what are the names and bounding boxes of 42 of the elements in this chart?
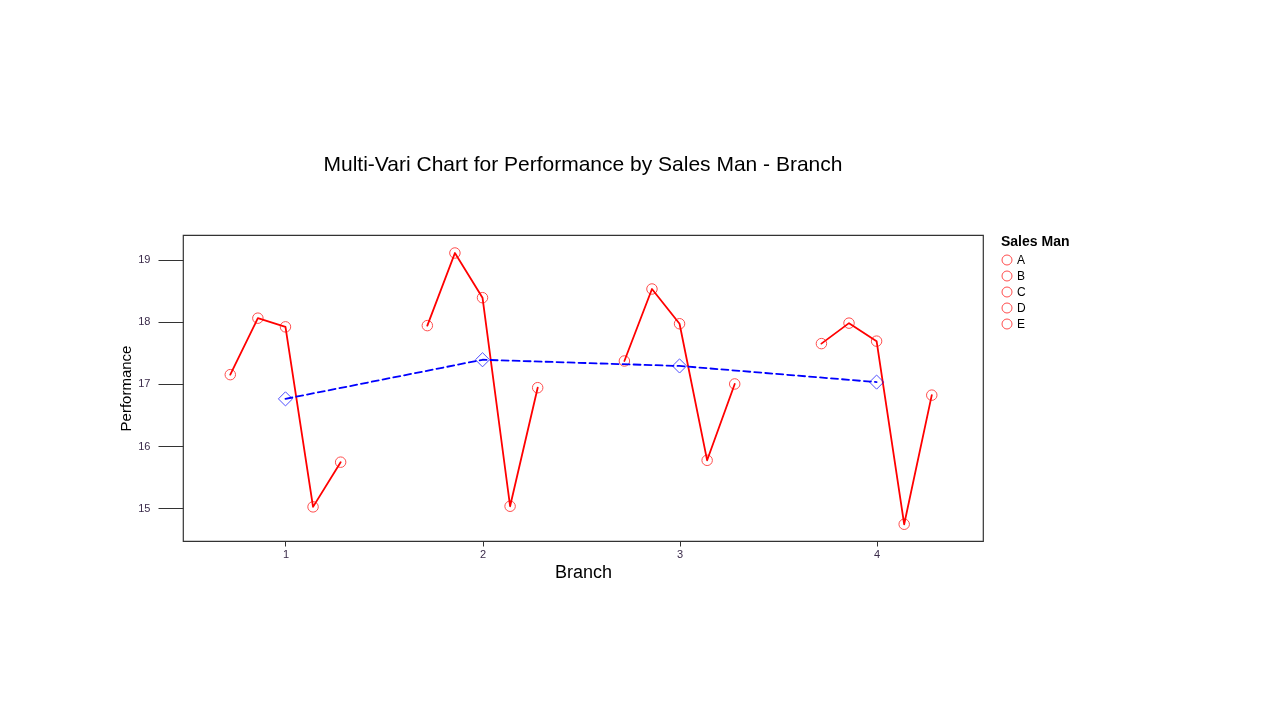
y-tick-label: 16	[138, 439, 151, 452]
point	[671, 358, 688, 374]
y-tick-label: 17	[138, 377, 151, 390]
point	[224, 368, 237, 381]
y-tick-label: 15	[138, 501, 151, 514]
legend-label: B	[1017, 269, 1026, 283]
point	[843, 317, 855, 329]
point	[646, 283, 658, 295]
point	[701, 454, 713, 467]
x-tick-label: 4	[874, 547, 881, 560]
point	[252, 312, 264, 324]
point	[728, 378, 741, 390]
point	[449, 247, 461, 259]
point	[869, 374, 885, 390]
legend-title: Sales Man	[1001, 233, 1070, 249]
point	[531, 381, 544, 394]
point	[618, 355, 631, 367]
point	[815, 337, 828, 350]
x-tick-label: 1	[282, 547, 290, 560]
point	[898, 518, 910, 530]
point	[474, 352, 491, 368]
point	[334, 456, 347, 468]
point	[421, 319, 434, 332]
point	[277, 391, 294, 407]
y-tick-label: 18	[138, 315, 151, 328]
point	[279, 321, 292, 333]
legend-label: D	[1017, 301, 1026, 315]
point	[307, 501, 319, 513]
y-tick-label: 19	[138, 253, 151, 266]
point	[504, 500, 516, 512]
legend-label: C	[1017, 285, 1026, 299]
point	[926, 389, 938, 401]
chart-title: Multi-Vari Chart for Performance by Sales Man - Branch	[323, 152, 843, 175]
x-axis-title: Branch	[554, 561, 613, 582]
y-axis-title: Performance	[117, 345, 135, 432]
point	[870, 335, 883, 347]
point	[673, 318, 686, 330]
legend-label: E	[1017, 317, 1026, 331]
x-tick-label: 2	[479, 547, 487, 560]
legend-label: A	[1017, 253, 1026, 267]
x-tick-label: 3	[676, 547, 684, 560]
point	[476, 291, 489, 304]
